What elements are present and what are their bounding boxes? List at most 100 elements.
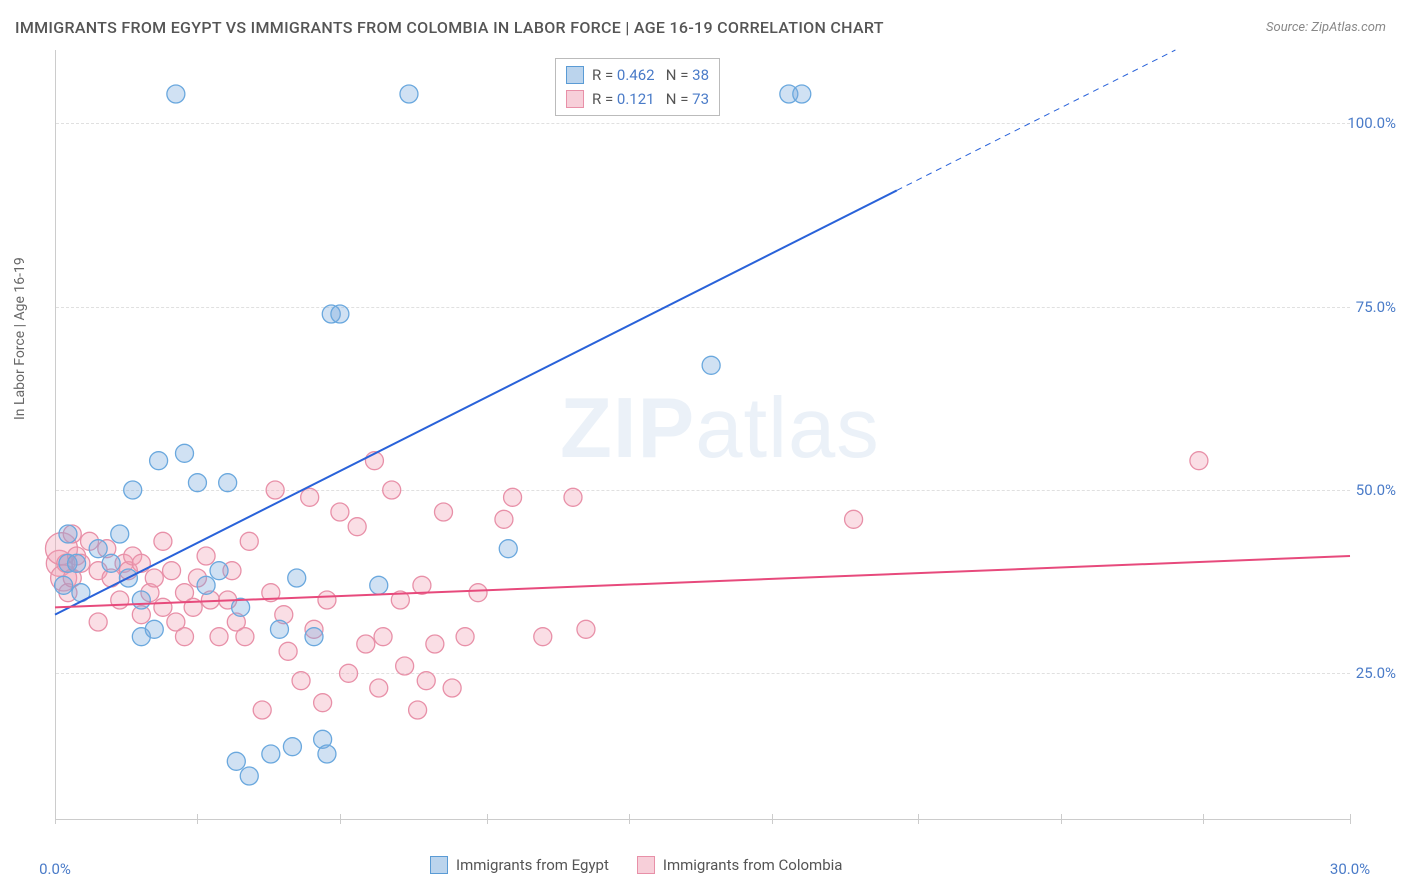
data-point — [318, 591, 336, 609]
y-tick-label: 75.0% — [1356, 298, 1396, 316]
data-point — [426, 635, 444, 653]
data-point — [154, 532, 172, 550]
x-tick-mark — [772, 814, 773, 824]
x-tick-mark — [1350, 814, 1351, 824]
data-point — [292, 672, 310, 690]
data-point — [370, 576, 388, 594]
data-point — [435, 503, 453, 521]
data-point — [495, 510, 513, 528]
data-point — [132, 554, 150, 572]
data-point — [270, 620, 288, 638]
data-point — [227, 752, 245, 770]
legend-row: R = 0.121 N = 73 — [566, 87, 709, 111]
data-point — [163, 562, 181, 580]
data-point — [469, 584, 487, 602]
data-point — [111, 525, 129, 543]
data-point — [1190, 452, 1208, 470]
data-point — [370, 679, 388, 697]
trend-line — [55, 190, 897, 614]
data-point — [374, 628, 392, 646]
x-tick-mark — [487, 814, 488, 824]
data-point — [793, 85, 811, 103]
x-tick-label: 0.0% — [39, 860, 71, 878]
data-point — [240, 532, 258, 550]
data-point — [102, 554, 120, 572]
data-point — [456, 628, 474, 646]
data-point — [283, 738, 301, 756]
data-point — [176, 628, 194, 646]
y-axis-label: In Labor Force | Age 16-19 — [12, 257, 28, 420]
legend-stats: R = 0.121 N = 73 — [592, 87, 709, 111]
x-tick-mark — [629, 814, 630, 824]
data-point — [124, 481, 142, 499]
data-point — [262, 745, 280, 763]
data-point — [219, 474, 237, 492]
data-point — [150, 452, 168, 470]
y-tick-label: 25.0% — [1356, 664, 1396, 682]
trend-line-extrapolated — [897, 50, 1176, 190]
chart-container: IMMIGRANTS FROM EGYPT VS IMMIGRANTS FROM… — [0, 0, 1406, 892]
x-tick-mark — [1203, 814, 1204, 824]
data-point — [357, 635, 375, 653]
legend-item: Immigrants from Egypt — [430, 856, 609, 874]
data-point — [348, 518, 366, 536]
data-point — [145, 620, 163, 638]
data-point — [702, 356, 720, 374]
data-point — [253, 701, 271, 719]
data-point — [279, 642, 297, 660]
data-point — [504, 488, 522, 506]
colombia-swatch-icon — [637, 856, 655, 874]
chart-title: IMMIGRANTS FROM EGYPT VS IMMIGRANTS FROM… — [15, 18, 884, 37]
data-point — [145, 569, 163, 587]
data-point — [499, 540, 517, 558]
x-tick-mark — [55, 814, 56, 824]
y-tick-label: 100.0% — [1347, 114, 1396, 132]
legend-label: Immigrants from Colombia — [663, 856, 843, 874]
data-point — [577, 620, 595, 638]
legend-stats: R = 0.462 N = 38 — [592, 63, 709, 87]
data-point — [89, 613, 107, 631]
trend-line — [55, 556, 1350, 607]
data-point — [305, 628, 323, 646]
data-point — [318, 745, 336, 763]
data-point — [383, 481, 401, 499]
data-point — [132, 591, 150, 609]
egypt-swatch-icon — [566, 66, 584, 84]
source-attribution: Source: ZipAtlas.com — [1266, 20, 1386, 35]
data-point — [167, 85, 185, 103]
data-point — [197, 576, 215, 594]
scatter-plot-svg — [55, 50, 1350, 820]
data-point — [197, 547, 215, 565]
data-point — [417, 672, 435, 690]
legend-row: R = 0.462 N = 38 — [566, 63, 709, 87]
data-point — [845, 510, 863, 528]
data-point — [564, 488, 582, 506]
data-point — [210, 562, 228, 580]
data-point — [266, 481, 284, 499]
data-point — [111, 591, 129, 609]
data-point — [55, 576, 73, 594]
data-point — [301, 488, 319, 506]
data-point — [331, 305, 349, 323]
data-point — [188, 474, 206, 492]
data-point — [331, 503, 349, 521]
egypt-swatch-icon — [430, 856, 448, 874]
data-point — [89, 540, 107, 558]
data-point — [400, 85, 418, 103]
x-tick-mark — [918, 814, 919, 824]
data-point — [240, 767, 258, 785]
data-point — [59, 525, 77, 543]
data-point — [154, 598, 172, 616]
x-tick-mark — [197, 814, 198, 824]
x-tick-mark — [340, 814, 341, 824]
data-point — [210, 628, 228, 646]
data-point — [534, 628, 552, 646]
legend-item: Immigrants from Colombia — [637, 856, 843, 874]
x-tick-label: 30.0% — [1330, 860, 1370, 878]
legend-label: Immigrants from Egypt — [456, 856, 609, 874]
data-point — [396, 657, 414, 675]
x-tick-mark — [1061, 814, 1062, 824]
data-point — [314, 694, 332, 712]
data-point — [443, 679, 461, 697]
series-legend: Immigrants from Egypt Immigrants from Col… — [430, 856, 842, 874]
